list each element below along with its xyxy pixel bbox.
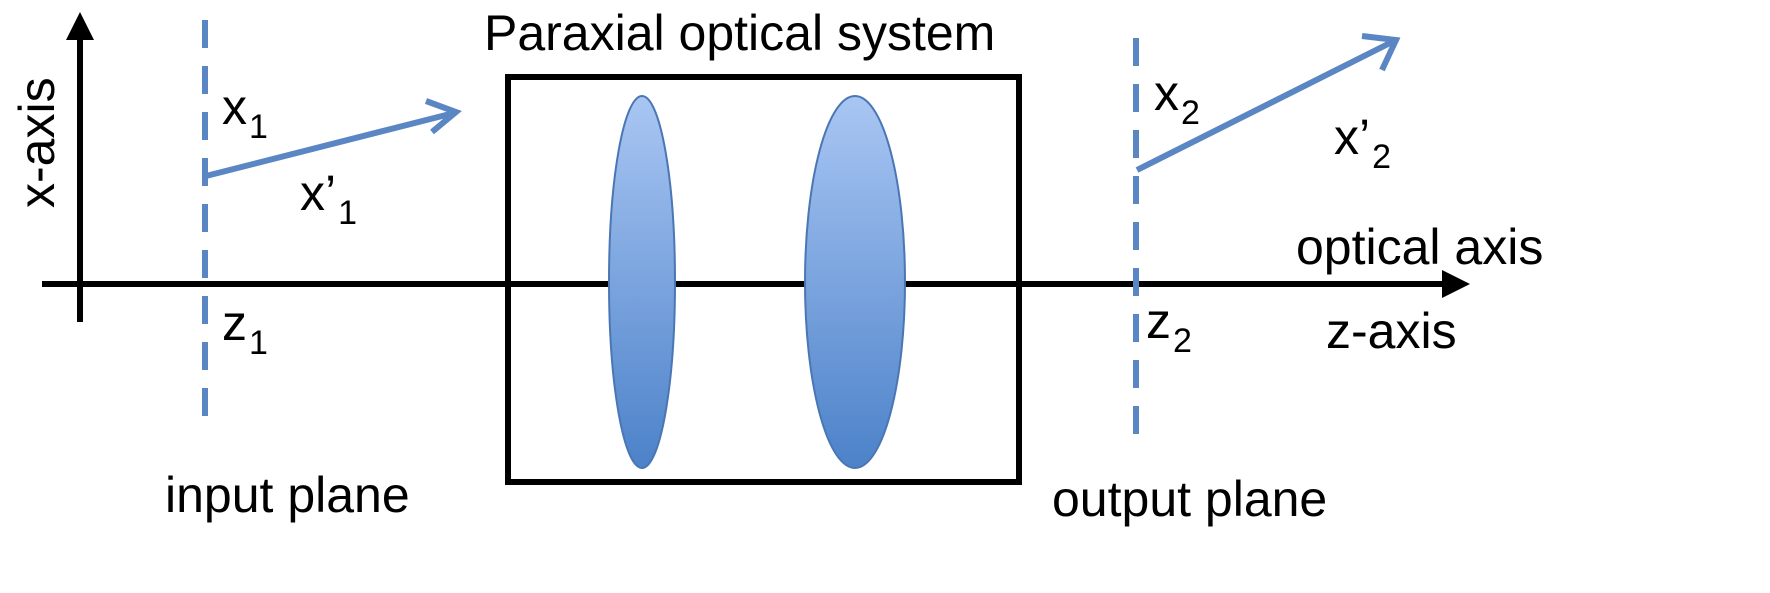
z-axis-arrowhead bbox=[1442, 270, 1470, 298]
input-slope-label: x’1 bbox=[300, 165, 357, 230]
optical-axis-label: optical axis bbox=[1296, 219, 1544, 275]
x-axis-arrowhead bbox=[66, 12, 94, 40]
input-position-var: z bbox=[222, 295, 247, 351]
input-height-label: x1 bbox=[222, 79, 268, 144]
input-ray-arrowhead bbox=[424, 98, 462, 135]
input-height-sub: 1 bbox=[249, 108, 268, 146]
output-position-label: z2 bbox=[1146, 293, 1192, 358]
output-ray bbox=[1135, 39, 1394, 173]
output-height-var: x bbox=[1154, 65, 1179, 121]
output-plane-label: output plane bbox=[1052, 471, 1328, 527]
z-axis-label: z-axis bbox=[1326, 303, 1457, 359]
input-position-sub: 1 bbox=[249, 324, 268, 362]
diagram-title: Paraxial optical system bbox=[484, 5, 996, 61]
input-plane-label: input plane bbox=[165, 467, 410, 523]
lens-2 bbox=[804, 95, 906, 469]
input-ray bbox=[205, 111, 451, 179]
input-height-var: x bbox=[222, 79, 247, 135]
output-ray-arrowhead bbox=[1361, 33, 1401, 72]
x-axis-label: x-axis bbox=[9, 77, 65, 208]
input-position-label: z1 bbox=[222, 295, 268, 360]
lens-1 bbox=[608, 95, 676, 469]
output-height-sub: 2 bbox=[1181, 94, 1200, 132]
output-position-sub: 2 bbox=[1173, 322, 1192, 360]
input-slope-sub: 1 bbox=[338, 194, 358, 232]
output-height-label: x2 bbox=[1154, 65, 1200, 130]
input-slope-var: x’ bbox=[300, 165, 337, 221]
output-position-var: z bbox=[1146, 293, 1171, 349]
output-slope-label: x’2 bbox=[1334, 109, 1391, 174]
system-box bbox=[505, 74, 1022, 485]
output-slope-sub: 2 bbox=[1372, 138, 1392, 176]
output-slope-var: x’ bbox=[1334, 109, 1371, 165]
